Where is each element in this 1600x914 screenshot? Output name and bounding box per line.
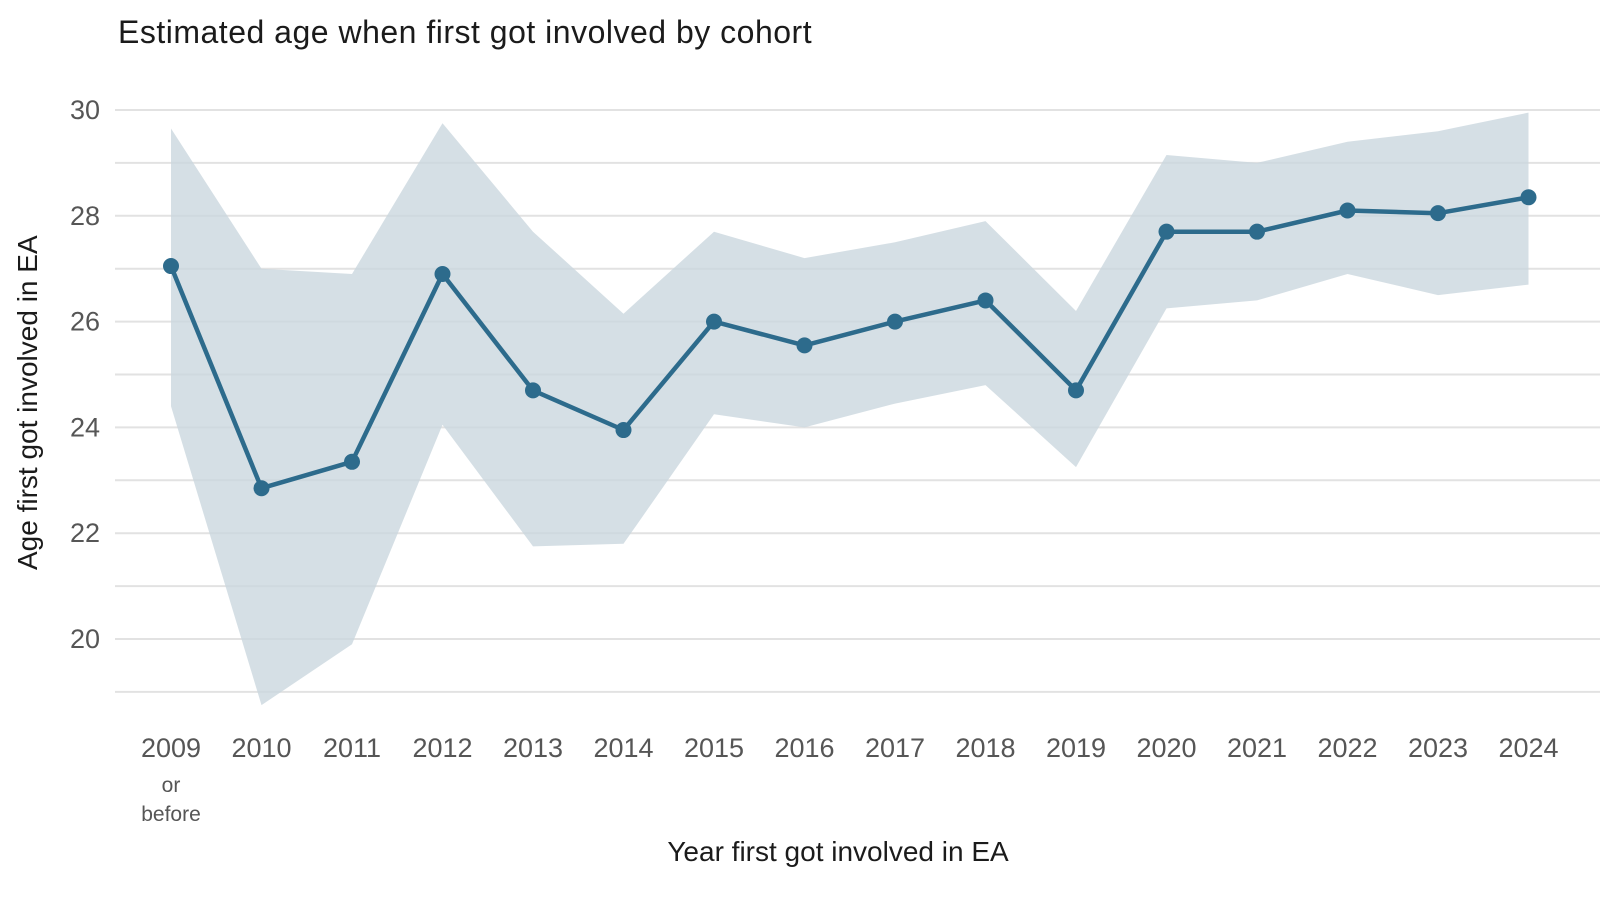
svg-text:2012: 2012 — [412, 733, 472, 763]
svg-text:2022: 2022 — [1317, 733, 1377, 763]
svg-text:22: 22 — [70, 518, 100, 548]
svg-text:2024: 2024 — [1498, 733, 1558, 763]
svg-text:2020: 2020 — [1136, 733, 1196, 763]
data-point — [163, 258, 179, 275]
data-point — [253, 480, 270, 497]
data-point — [1430, 205, 1446, 222]
x-tick-labels: 2009 2010 2011 2012 2013 2014 2015 2016 2017 2018… — [141, 733, 1559, 763]
y-tick-labels: 20 22 24 26 28 30 — [70, 95, 100, 654]
x-axis-title: Year first got involved in EA — [667, 836, 1009, 867]
data-point — [1249, 223, 1265, 240]
svg-text:2019: 2019 — [1046, 733, 1106, 763]
svg-text:28: 28 — [70, 201, 100, 231]
svg-text:2009: 2009 — [141, 733, 201, 763]
data-point — [1068, 382, 1084, 399]
chart-title: Estimated age when first got involved by… — [118, 14, 813, 50]
x-first-tick-sub-label: or before — [141, 774, 201, 826]
svg-text:20: 20 — [70, 624, 100, 654]
data-point — [796, 337, 813, 354]
data-point — [1339, 202, 1356, 219]
data-point — [344, 453, 360, 470]
data-points — [163, 189, 1537, 497]
svg-text:26: 26 — [70, 307, 100, 337]
svg-text:30: 30 — [70, 95, 100, 125]
data-point — [434, 265, 451, 282]
svg-text:2013: 2013 — [503, 733, 563, 763]
trend-line — [168, 195, 1531, 491]
data-point — [1520, 189, 1537, 206]
svg-text:before: before — [141, 803, 201, 826]
svg-text:2015: 2015 — [684, 733, 744, 763]
data-point — [706, 313, 722, 330]
svg-text:2010: 2010 — [231, 733, 291, 763]
data-point — [615, 422, 632, 439]
svg-text:2017: 2017 — [865, 733, 925, 763]
data-point — [525, 382, 541, 399]
confidence-band — [171, 112, 1529, 706]
svg-text:2021: 2021 — [1227, 733, 1287, 763]
svg-text:or: or — [162, 774, 181, 797]
svg-text:2014: 2014 — [593, 733, 653, 763]
svg-text:2018: 2018 — [955, 733, 1015, 763]
svg-text:2016: 2016 — [774, 733, 834, 763]
data-point — [1158, 223, 1175, 240]
svg-text:2023: 2023 — [1408, 733, 1468, 763]
svg-text:2011: 2011 — [323, 733, 381, 763]
svg-text:24: 24 — [70, 412, 100, 442]
data-point — [887, 313, 903, 330]
data-point — [977, 292, 994, 309]
